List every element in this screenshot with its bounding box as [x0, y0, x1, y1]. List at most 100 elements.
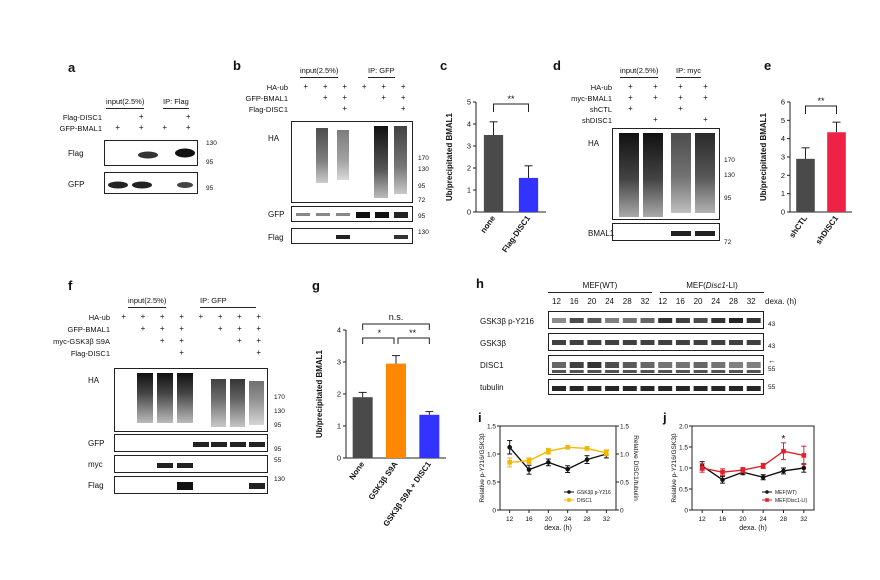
band	[622, 340, 637, 345]
sign-cell: +	[185, 112, 191, 121]
y-tick-label: 3	[467, 142, 471, 151]
data-point	[546, 448, 551, 454]
sign-cell: +	[342, 104, 348, 113]
data-point	[565, 444, 570, 450]
sign-cell: +	[159, 336, 165, 345]
sign-cell: +	[361, 82, 367, 91]
panel-e-letter: e	[764, 58, 772, 73]
timepoint-label: 12	[552, 297, 561, 306]
x-tick-label: 32	[603, 516, 611, 523]
bar	[352, 397, 373, 458]
panel-d-row-label: myc-BMAL1	[571, 94, 612, 103]
y-tick-label: 3	[781, 153, 785, 162]
sign-cell: +	[237, 312, 242, 321]
band	[605, 362, 620, 368]
panel-h-blot-py216	[548, 311, 764, 329]
y-tick-label: 0.5	[487, 480, 496, 487]
panel-c-chart: 0 1 2 3 4 5 none Flag-DISC1 Ub/precipitated BMAL…	[445, 94, 546, 254]
sign-cell: +	[121, 312, 126, 321]
y-tick-label: 0	[337, 454, 341, 463]
x-tick-label: 12	[506, 516, 514, 523]
sign-cell: +	[185, 123, 191, 132]
panel-h-blot-label: DISC1	[480, 361, 504, 370]
panel-d-row-label: HA-ub	[590, 83, 612, 92]
band	[605, 340, 620, 345]
y-tick-label: 0	[781, 208, 785, 217]
timepoint-label: 24	[605, 297, 614, 306]
legend-label: GSK3β p-Y216	[577, 490, 611, 496]
panel-f-blot-ha	[114, 368, 268, 432]
band	[746, 386, 761, 391]
timepoint-label: 28	[622, 297, 632, 306]
significance-bracket	[362, 337, 395, 344]
band	[693, 362, 708, 368]
sign-cell: +	[400, 82, 406, 91]
band	[746, 318, 761, 323]
mw-marker: 95	[274, 446, 282, 453]
band	[605, 370, 620, 373]
band	[729, 370, 743, 373]
mw-marker: 130	[274, 476, 285, 483]
x-tick-label: 28	[583, 516, 591, 523]
mw-marker: 95	[274, 422, 282, 429]
band	[693, 340, 708, 345]
y-tick-label: 0	[492, 508, 496, 515]
band	[658, 370, 673, 373]
data-point	[699, 465, 705, 471]
mw-marker: 95	[724, 195, 732, 202]
band	[605, 318, 620, 323]
panel-f-blot-myc	[114, 455, 268, 473]
data-point	[801, 453, 807, 458]
band	[693, 370, 708, 373]
panel-f-blot-label: Flag	[88, 481, 104, 490]
panel-f-header-ip: IP: GFP	[200, 297, 256, 308]
band	[729, 340, 743, 345]
panel-h-blot-tubulin	[548, 379, 764, 395]
timepoint-label: 24	[711, 297, 721, 306]
panel-d-header-input: input(2.5%)	[620, 67, 659, 78]
bar	[827, 132, 846, 212]
panel-h-letter: h	[476, 276, 484, 291]
band	[675, 370, 690, 373]
panel-h-blot-gsk3b	[548, 333, 764, 351]
y-tick-label: 0.5	[679, 487, 688, 494]
timepoint-label: 20	[587, 297, 597, 306]
sign-cell: +	[400, 93, 406, 102]
panel-a-blot-gfp	[104, 172, 198, 194]
data-point	[565, 466, 570, 472]
data-point	[781, 448, 786, 454]
band	[675, 318, 690, 323]
band	[622, 318, 637, 323]
y-tick-label: 0	[684, 508, 688, 515]
y-axis-label: Ub/precipitated BMAL1	[445, 112, 454, 201]
sign-cell: +	[256, 312, 262, 321]
panel-f-letter: f	[68, 278, 73, 293]
sign-cell: +	[703, 93, 708, 102]
sign-cell: +	[237, 336, 242, 345]
mw-marker: 43	[768, 321, 776, 328]
data-point	[760, 474, 766, 480]
bar	[419, 414, 440, 458]
band	[711, 362, 726, 368]
x-tick-label: 20	[545, 516, 553, 523]
panel-f-row-label: HA-ub	[88, 313, 110, 322]
significance-label: **	[817, 96, 825, 106]
data-point	[720, 469, 725, 475]
y-axis-label-right: Relative DISC1/tubulin	[632, 435, 639, 501]
band	[746, 362, 761, 368]
y-tick-label: 6	[781, 98, 785, 107]
x-tick-label: None	[347, 460, 366, 482]
sign-cell: +	[342, 82, 348, 91]
band	[552, 340, 566, 345]
sign-cell: +	[342, 93, 348, 102]
data-point	[760, 463, 766, 469]
panel-f-blot-label: HA	[88, 376, 100, 385]
sign-cell: +	[179, 324, 184, 333]
panel-f-blot-label: GFP	[88, 439, 105, 448]
panel-b-blot-gfp	[291, 206, 413, 222]
sign-cell: +	[703, 115, 708, 124]
x-tick-label: 32	[800, 516, 808, 523]
panel-i-chart: 0 0 0.5 0.5 1.0 1.0 1.5 1.5 12 16 20 24 28 32 dexa. (h…	[479, 424, 639, 533]
data-point	[507, 460, 512, 465]
sign-cell: +	[678, 82, 683, 91]
